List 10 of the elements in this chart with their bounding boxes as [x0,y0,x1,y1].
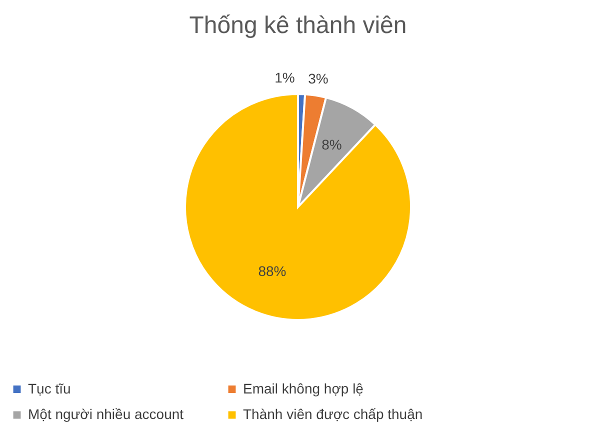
pie-slice [184,93,412,321]
legend-label: Thành viên được chấp thuận [243,406,423,422]
legend-label: Tục tĩu [28,380,71,396]
data-label: 8% [322,136,342,153]
legend-label: Email không hợp lệ [243,380,364,396]
data-label: 88% [258,263,286,280]
legend-label: Một người nhiều account [28,406,184,422]
data-label: 3% [308,70,328,87]
chart-title: Thống kê thành viên [189,12,407,39]
data-label: 1% [274,70,295,86]
